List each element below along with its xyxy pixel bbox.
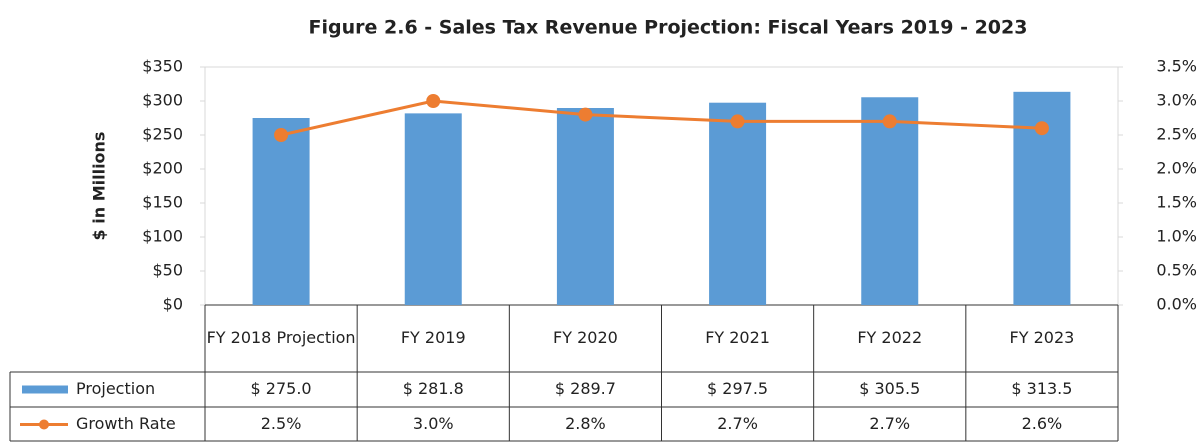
legend-swatch bbox=[22, 385, 68, 394]
x-tick-label-box: FY 2023 bbox=[1009, 328, 1075, 348]
y2-tick-label: 2.5% bbox=[1156, 125, 1197, 144]
table-value: 3.0% bbox=[413, 414, 454, 433]
y2-tick-label: 1.5% bbox=[1156, 193, 1197, 212]
bar bbox=[709, 102, 767, 305]
y-tick-label: $100 bbox=[142, 227, 183, 246]
bar bbox=[252, 118, 310, 305]
x-tick-label: FY 2020 bbox=[553, 328, 618, 348]
line-point bbox=[730, 114, 745, 129]
table-value: 2.6% bbox=[1022, 414, 1063, 433]
y-tick-label: $350 bbox=[142, 57, 183, 76]
x-tick-label-box: FY 2020 bbox=[553, 328, 618, 348]
bar bbox=[556, 108, 614, 305]
table-value: $ 305.5 bbox=[859, 379, 920, 398]
legend-label: Projection bbox=[76, 379, 155, 398]
y2-tick-label: 0.5% bbox=[1156, 261, 1197, 280]
x-tick-label: FY 2019 bbox=[400, 328, 466, 348]
y2-tick-label: 3.5% bbox=[1156, 57, 1197, 76]
table-value: $ 313.5 bbox=[1011, 379, 1072, 398]
legend-label: Growth Rate bbox=[76, 414, 176, 433]
chart-title: Figure 2.6 - Sales Tax Revenue Projectio… bbox=[309, 17, 1028, 39]
legend-swatch-dot bbox=[39, 419, 49, 430]
line-point bbox=[274, 128, 289, 142]
bar bbox=[404, 113, 462, 305]
line bbox=[280, 99, 1042, 137]
y-tick-label: $50 bbox=[152, 261, 183, 280]
x-tick-label-box: FY 2022 bbox=[857, 328, 923, 348]
x-tick-label: FY 2021 bbox=[705, 328, 770, 348]
table-value: $ 281.8 bbox=[403, 379, 464, 398]
table-value: $ 275.0 bbox=[251, 379, 312, 398]
y-tick-label: $300 bbox=[142, 91, 183, 110]
x-tick-label-box: FY 2021 bbox=[705, 328, 770, 348]
x-tick-label: FY 2023 bbox=[1009, 328, 1075, 348]
plot-frame bbox=[204, 66, 1119, 306]
table-value: 2.7% bbox=[869, 414, 910, 433]
y-tick-label: $150 bbox=[142, 193, 183, 212]
y-tick-label: $200 bbox=[142, 159, 183, 178]
table-value: 2.8% bbox=[565, 414, 606, 433]
x-tick-label-box: FY 2018 Projection bbox=[206, 328, 356, 348]
line-point bbox=[426, 94, 441, 108]
table-value: $ 297.5 bbox=[707, 379, 768, 398]
bar bbox=[861, 97, 919, 305]
line-point bbox=[1034, 121, 1049, 136]
y-tick-label: $250 bbox=[142, 125, 183, 144]
y2-tick-label: 2.0% bbox=[1156, 159, 1197, 178]
table-value: 2.7% bbox=[717, 414, 758, 433]
x-tick-label: FY 2018 Projection bbox=[206, 328, 356, 348]
x-tick-label-box: FY 2019 bbox=[400, 328, 466, 348]
x-tick-label: FY 2022 bbox=[857, 328, 923, 348]
line-point bbox=[578, 107, 593, 122]
y-axis-label: $ in Millions bbox=[90, 132, 109, 241]
y2-tick-label: 3.0% bbox=[1156, 91, 1197, 110]
line-point bbox=[882, 114, 897, 129]
table-value: $ 289.7 bbox=[555, 379, 616, 398]
y-tick-label: $0 bbox=[163, 295, 183, 314]
y2-tick-label: 1.0% bbox=[1156, 227, 1197, 246]
table-value: 2.5% bbox=[261, 414, 302, 433]
y2-tick-label: 0.0% bbox=[1156, 295, 1197, 314]
